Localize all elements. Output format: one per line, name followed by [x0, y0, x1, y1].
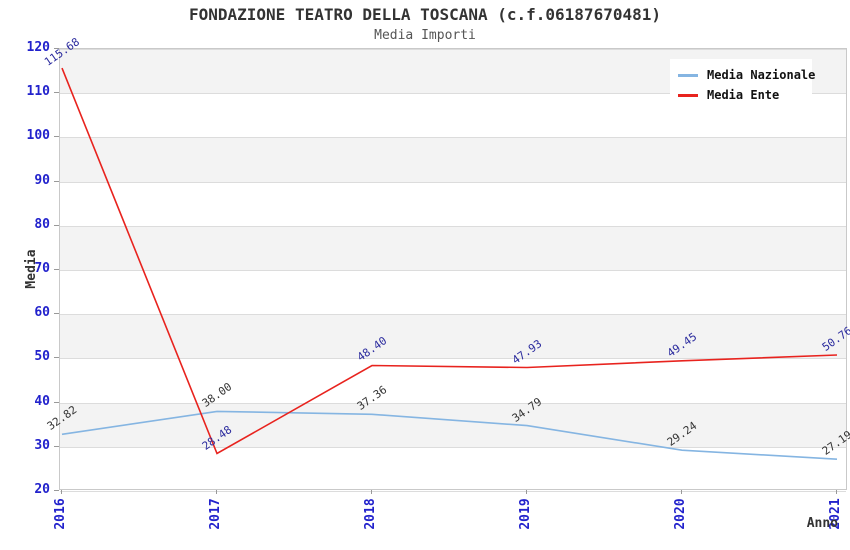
- x-tick-mark: [526, 490, 527, 494]
- gridline: [60, 402, 846, 404]
- x-tick-mark: [371, 490, 372, 494]
- y-tick-label: 70: [34, 261, 50, 276]
- x-tick-label: 2020: [673, 498, 688, 530]
- y-tick-label: 120: [26, 40, 50, 55]
- y-tick-mark: [54, 92, 59, 94]
- x-tick-label: 2017: [208, 498, 223, 530]
- legend-item: Media Nazionale: [678, 65, 816, 85]
- y-tick-label: 110: [26, 84, 50, 100]
- series-line-media-nazionale: [61, 410, 838, 460]
- series-line-media-ente: [61, 67, 838, 455]
- plot-band: [60, 137, 846, 182]
- x-axis-title: Anno: [806, 516, 838, 531]
- x-tick-label: 2019: [518, 498, 533, 530]
- y-tick-mark: [54, 357, 59, 359]
- legend: Media Nazionale Media Ente: [670, 59, 816, 111]
- gridline: [60, 93, 846, 95]
- x-tick-mark: [836, 490, 837, 494]
- gridline: [60, 491, 846, 492]
- y-tick-mark: [54, 490, 59, 491]
- y-tick-label: 30: [34, 437, 50, 453]
- legend-label: Media Ente: [707, 88, 780, 102]
- x-tick-mark: [681, 490, 682, 494]
- gridline: [60, 49, 846, 50]
- chart-title: FONDAZIONE TEATRO DELLA TOSCANA (c.f.061…: [188, 5, 661, 24]
- gridline: [60, 446, 846, 448]
- y-tick-label: 40: [34, 393, 50, 409]
- y-tick-label: 20: [34, 482, 50, 497]
- gridline: [60, 181, 846, 183]
- y-tick-mark: [54, 269, 59, 270]
- chart-subtitle: Media Importi: [374, 28, 476, 43]
- y-tick-label: 100: [26, 128, 50, 144]
- legend-swatch-media-nazionale: [678, 73, 698, 77]
- y-tick-mark: [54, 224, 59, 226]
- x-tick-label: 2016: [53, 498, 68, 530]
- y-tick-mark: [54, 136, 59, 138]
- x-tick-mark: [61, 490, 62, 494]
- plot-band: [60, 314, 846, 359]
- gridline: [60, 270, 846, 271]
- plot-area: 32.82 38.00 37.36 34.79 29.24 27.19 115.68 28.4…: [42, 35, 850, 492]
- y-tick-mark: [54, 401, 59, 403]
- y-tick-label: 90: [34, 172, 50, 188]
- gridline: [60, 314, 846, 316]
- gridline: [60, 137, 846, 139]
- y-tick-label: 60: [34, 305, 50, 321]
- legend-swatch-media-ente: [678, 93, 698, 97]
- y-tick-mark: [54, 313, 59, 315]
- series-lines: [61, 67, 838, 460]
- gridline: [60, 225, 846, 227]
- gridline: [60, 358, 846, 360]
- plot-band: [60, 402, 846, 447]
- legend-label: Media Nazionale: [707, 68, 816, 82]
- y-tick-label: 80: [34, 216, 50, 232]
- y-tick-mark: [54, 445, 59, 447]
- legend-item: Media Ente: [678, 85, 812, 105]
- y-tick-mark: [54, 180, 59, 182]
- plot-band: [60, 225, 846, 270]
- y-tick-label: 50: [34, 349, 50, 365]
- x-tick-label: 2018: [363, 498, 378, 530]
- x-tick-mark: [216, 490, 217, 494]
- y-tick-mark: [54, 48, 59, 49]
